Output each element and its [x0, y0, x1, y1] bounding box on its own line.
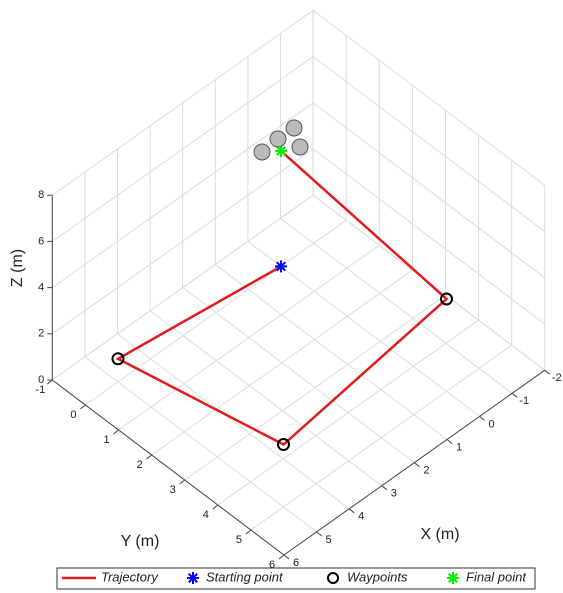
x-tick-label: -2 — [552, 372, 562, 384]
tick-mark — [317, 532, 322, 536]
grid-line — [152, 270, 413, 455]
x-tick-label: 4 — [358, 511, 364, 523]
tick-mark — [279, 555, 284, 559]
tick-mark — [480, 416, 485, 420]
y-tick-label: 3 — [170, 484, 176, 496]
y-tick-label: 2 — [137, 459, 143, 471]
x-tick-label: -1 — [519, 395, 529, 407]
grid — [47, 10, 550, 559]
grid-line — [118, 334, 350, 509]
x-tick-label: 3 — [391, 488, 397, 500]
grid-line — [218, 320, 479, 505]
tick-mark — [80, 405, 85, 409]
y-tick-label: 1 — [103, 434, 109, 446]
grid-line — [150, 311, 382, 486]
tick-mark — [180, 480, 185, 484]
tick-mark — [382, 486, 387, 490]
legend-label: Trajectory — [101, 569, 159, 584]
grid-line — [185, 295, 446, 480]
chart: X (m) Y (m) Z (m) -2-10123456-1012345602… — [0, 0, 563, 593]
y-tick-label: 5 — [236, 534, 242, 546]
grid-line — [85, 220, 346, 405]
trajectory-line — [118, 151, 447, 445]
z-tick-label: 2 — [38, 328, 44, 340]
x-axis-title: X (m) — [420, 526, 459, 543]
x-tick-label: 0 — [489, 418, 495, 430]
y-axis-title: Y (m) — [121, 533, 160, 550]
legend-swatch — [447, 572, 459, 584]
z-tick-label: 6 — [38, 235, 44, 247]
rotor — [286, 120, 302, 136]
tick-mark — [545, 370, 550, 374]
grid-line — [313, 57, 545, 232]
rotor — [292, 139, 308, 155]
legend-label: Final point — [466, 569, 527, 584]
grid-line — [183, 288, 415, 463]
grid-line — [215, 265, 447, 440]
y-axis-line — [52, 380, 284, 555]
x-tick-label: 1 — [456, 441, 462, 453]
tick-mark — [114, 430, 119, 434]
tick-mark — [213, 505, 218, 509]
tick-mark — [512, 393, 517, 397]
rotor — [254, 144, 270, 160]
z-tick-label: 4 — [38, 282, 44, 294]
x-tick-label: 5 — [326, 534, 332, 546]
legend-label: Starting point — [206, 569, 284, 584]
legend-swatch — [187, 572, 199, 584]
page: X (m) Y (m) Z (m) -2-10123456-1012345602… — [0, 0, 563, 593]
grid-line — [281, 218, 513, 393]
z-tick-label: 8 — [38, 189, 44, 201]
y-tick-label: 4 — [203, 509, 209, 521]
z-axis-title: Z (m) — [9, 249, 26, 287]
tick-mark — [284, 555, 289, 559]
legend-label: Waypoints — [347, 569, 408, 584]
tick-mark — [447, 440, 452, 444]
grid-line — [313, 103, 545, 278]
grid-line — [313, 149, 545, 324]
x-tick-label: 6 — [293, 557, 299, 569]
y-tick-label: 0 — [70, 409, 76, 421]
tick-mark — [246, 530, 251, 534]
point-marker — [275, 260, 287, 272]
rotor — [270, 131, 286, 147]
tick-mark — [349, 509, 354, 513]
tick-mark — [47, 380, 52, 384]
x-tick-label: 2 — [423, 465, 429, 477]
grid-line — [313, 10, 545, 185]
tick-mark — [414, 463, 419, 467]
z-tick-label: 0 — [38, 374, 44, 386]
tick-mark — [147, 455, 152, 459]
